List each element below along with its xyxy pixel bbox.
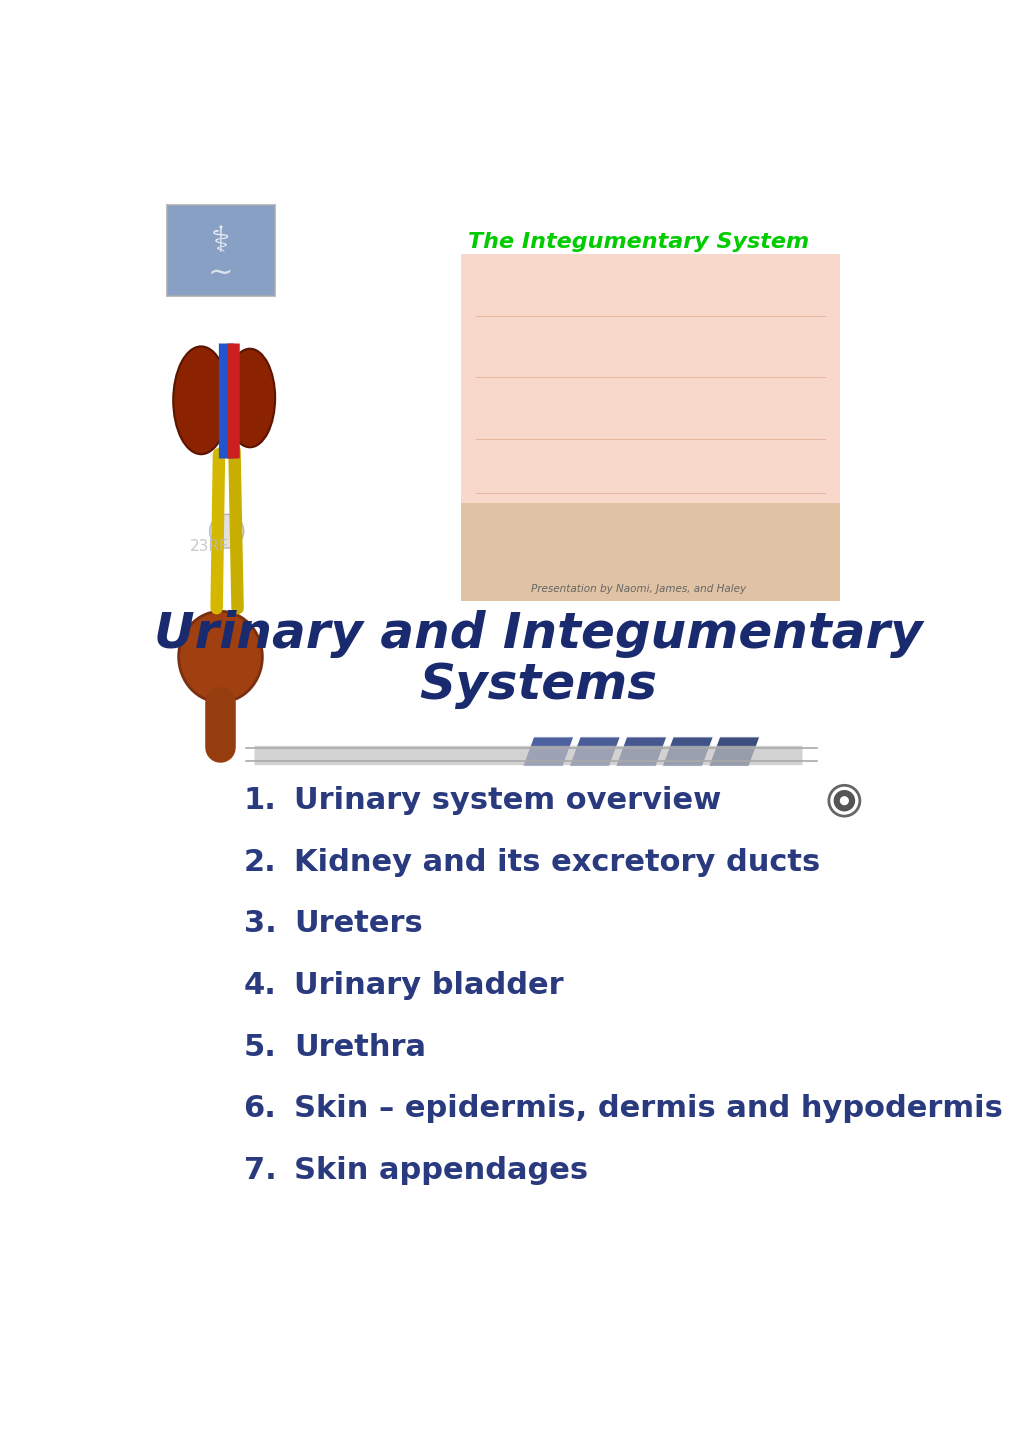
Text: 3.: 3.: [244, 909, 276, 938]
Text: 1.: 1.: [244, 786, 276, 815]
Text: Systems: Systems: [419, 661, 656, 709]
Ellipse shape: [173, 346, 229, 455]
Text: ⚕: ⚕: [211, 225, 230, 258]
Text: Presentation by Naomi, James, and Haley: Presentation by Naomi, James, and Haley: [531, 584, 746, 595]
Polygon shape: [708, 737, 759, 766]
Circle shape: [828, 785, 859, 817]
Text: Urinary system overview: Urinary system overview: [293, 786, 720, 815]
Polygon shape: [661, 737, 712, 766]
Ellipse shape: [224, 349, 275, 447]
Polygon shape: [615, 737, 666, 766]
FancyBboxPatch shape: [461, 504, 840, 600]
Text: ~: ~: [208, 258, 233, 287]
Text: Urethra: Urethra: [293, 1033, 426, 1062]
Circle shape: [210, 514, 244, 548]
Text: Ureters: Ureters: [293, 909, 423, 938]
FancyBboxPatch shape: [167, 205, 274, 296]
Text: 5.: 5.: [244, 1033, 276, 1062]
Circle shape: [840, 797, 848, 805]
Ellipse shape: [178, 612, 262, 703]
Circle shape: [834, 791, 854, 811]
Text: Kidney and its excretory ducts: Kidney and its excretory ducts: [293, 848, 819, 877]
FancyBboxPatch shape: [461, 254, 840, 504]
Polygon shape: [522, 737, 574, 766]
Text: Urinary and Integumentary: Urinary and Integumentary: [154, 609, 922, 658]
Text: The Integumentary System: The Integumentary System: [468, 232, 809, 253]
Text: Skin – epidermis, dermis and hypodermis: Skin – epidermis, dermis and hypodermis: [293, 1094, 1002, 1123]
Text: 4.: 4.: [244, 971, 276, 1000]
Text: 2.: 2.: [244, 848, 276, 877]
Text: 6.: 6.: [244, 1094, 276, 1123]
Text: 23RF: 23RF: [190, 540, 228, 554]
Polygon shape: [569, 737, 620, 766]
Text: Skin appendages: Skin appendages: [293, 1156, 588, 1185]
Text: 7.: 7.: [244, 1156, 276, 1185]
Text: Urinary bladder: Urinary bladder: [293, 971, 564, 1000]
